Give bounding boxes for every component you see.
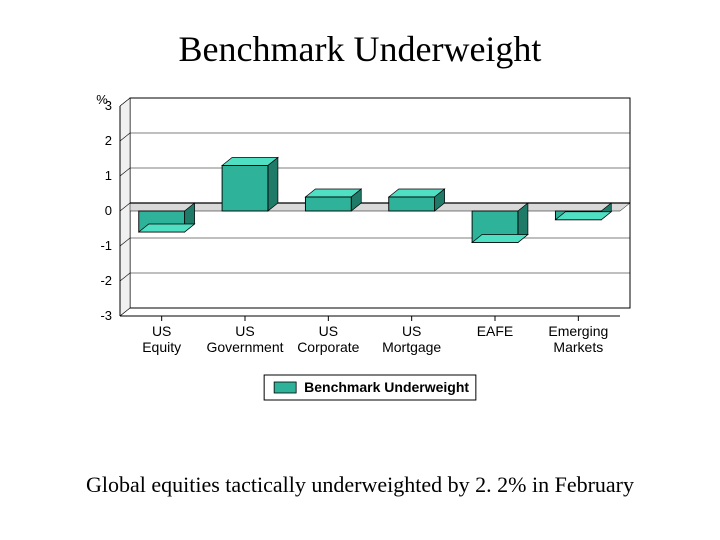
category-label: EAFE [477, 323, 514, 339]
y-tick-label: 1 [105, 168, 112, 183]
category-label: USEquity [142, 323, 181, 355]
y-axis-unit-label: % [96, 92, 108, 107]
legend-swatch [274, 382, 296, 393]
bar [222, 158, 278, 212]
y-tick-label: -3 [100, 308, 112, 323]
legend-label: Benchmark Underweight [304, 379, 469, 395]
y-tick-label: 2 [105, 133, 112, 148]
category-label: USMortgage [382, 323, 441, 355]
category-label: USGovernment [206, 323, 283, 355]
category-label: EmergingMarkets [548, 323, 608, 355]
bar [389, 189, 445, 211]
bar [305, 189, 361, 211]
chart-caption: Global equities tactically underweighted… [0, 472, 720, 498]
y-tick-label: -2 [100, 273, 112, 288]
benchmark-underweight-chart: -3-2-10123%USEquityUSGovernmentUSCorpora… [70, 90, 640, 430]
category-label: USCorporate [297, 323, 359, 355]
page-title: Benchmark Underweight [0, 28, 720, 70]
y-tick-label: 0 [105, 203, 112, 218]
y-tick-label: -1 [100, 238, 112, 253]
